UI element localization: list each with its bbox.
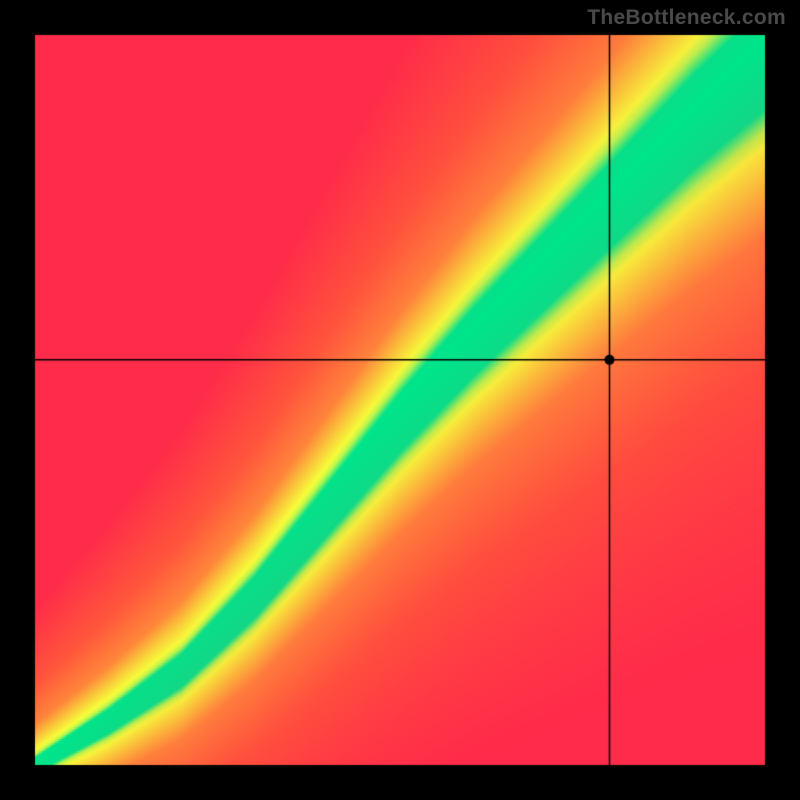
heatmap-canvas (0, 0, 800, 800)
watermark-text: TheBottleneck.com (587, 6, 786, 30)
bottleneck-chart: TheBottleneck.com (0, 0, 800, 800)
